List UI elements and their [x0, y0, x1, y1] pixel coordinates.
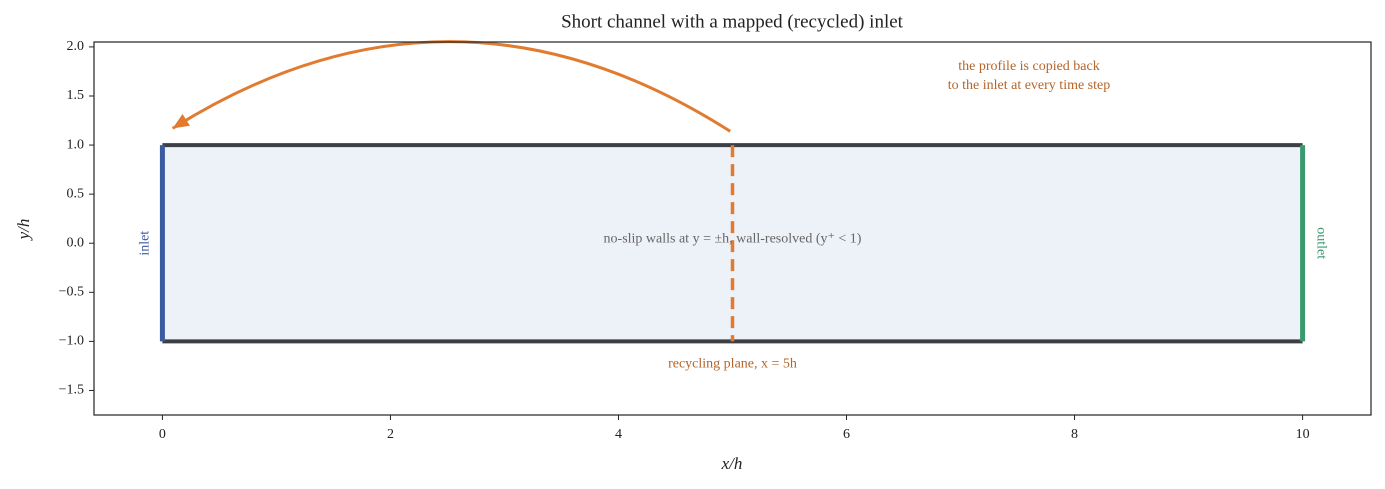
y-tick-label: −1.5 — [59, 383, 84, 398]
recycle-arrow — [171, 40, 732, 133]
y-tick-label: −1.0 — [59, 334, 84, 349]
y-tick-label: 0.0 — [67, 235, 85, 250]
arrow-label: the profile is copied back — [958, 59, 1100, 74]
y-axis-label: y/h — [14, 219, 33, 242]
chart-title: Short channel with a mapped (recycled) i… — [561, 11, 904, 32]
x-tick-label: 10 — [1296, 427, 1310, 442]
wall-note: no-slip walls at y = ±h, wall-resolved (… — [604, 231, 862, 246]
y-tick-label: 1.0 — [67, 137, 85, 152]
y-tick-label: 2.0 — [67, 39, 85, 54]
arrow-label: to the inlet at every time step — [948, 78, 1111, 93]
x-tick-label: 6 — [843, 427, 850, 442]
y-tick-label: −0.5 — [59, 285, 84, 300]
x-tick-label: 8 — [1071, 427, 1078, 442]
y-tick-label: 1.5 — [67, 88, 85, 103]
x-tick-label: 4 — [615, 427, 622, 442]
y-tick-label: 0.5 — [67, 186, 85, 201]
outlet-label: outlet — [1313, 227, 1328, 259]
x-axis-label: x/h — [721, 454, 743, 473]
inlet-label: inlet — [138, 231, 153, 256]
arrow-head — [172, 113, 190, 129]
x-tick-label: 2 — [387, 427, 394, 442]
recycling-label: recycling plane, x = 5h — [668, 357, 797, 372]
plot-frame — [93, 41, 1372, 416]
x-tick-label: 0 — [159, 427, 166, 442]
